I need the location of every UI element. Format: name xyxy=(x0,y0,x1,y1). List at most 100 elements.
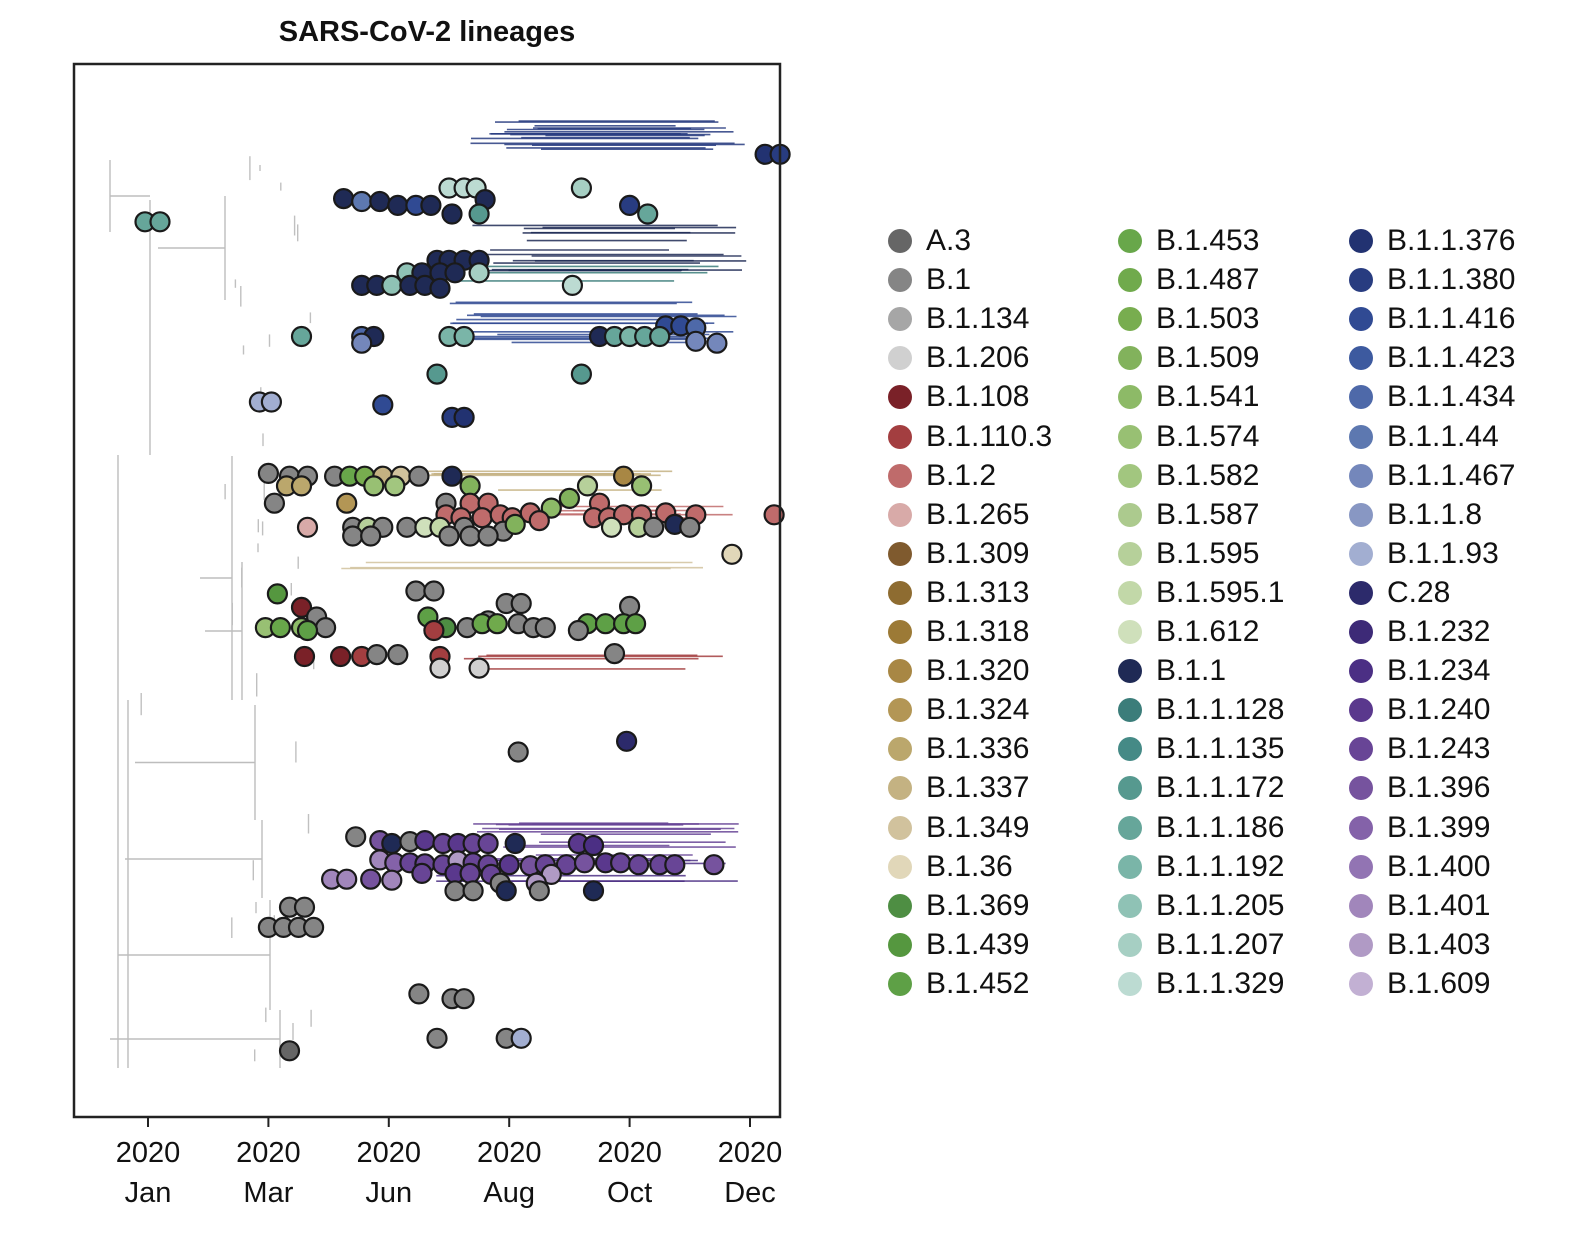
x-tick-label-year: 2020 xyxy=(718,1137,783,1169)
lineage-point xyxy=(411,862,433,885)
lineage-point xyxy=(468,657,490,679)
lineage-point xyxy=(504,513,526,536)
lineage-point xyxy=(290,596,313,619)
lineage-point xyxy=(441,465,463,487)
lineage-point xyxy=(570,177,593,199)
x-tick-label-year: 2020 xyxy=(597,1137,662,1169)
lineage-point xyxy=(567,619,590,642)
lineage-point xyxy=(510,592,532,615)
plot-frame xyxy=(72,62,782,1119)
lineage-point xyxy=(351,190,373,213)
lineage-point xyxy=(471,507,493,529)
lineage-point xyxy=(612,465,635,487)
lineage-point xyxy=(330,645,352,668)
lineage-point xyxy=(685,330,707,352)
lineage-point xyxy=(266,583,288,605)
lineage-point xyxy=(429,277,451,299)
lineage-point xyxy=(582,834,605,857)
lineage-point xyxy=(405,580,427,602)
lineage-point xyxy=(384,475,406,497)
lineage-point xyxy=(293,896,316,918)
lineage-point xyxy=(423,619,445,642)
lineage-point xyxy=(477,832,499,855)
lineage-points xyxy=(134,143,791,1062)
lineage-point xyxy=(303,916,325,939)
lineage-point xyxy=(528,880,550,902)
lineage-point xyxy=(594,613,617,635)
x-tick-label-month: Dec xyxy=(724,1177,776,1209)
lineage-point xyxy=(534,616,556,639)
x-axis: 2020 Jan 2020 Mar 2020 Jun 2020 Aug 2020 Oct 2020 D… xyxy=(116,1117,783,1209)
lineage-point xyxy=(609,852,632,874)
lineage-point xyxy=(664,854,686,876)
tree-branches xyxy=(109,156,315,1068)
lineage-point xyxy=(381,869,403,891)
lineage-point xyxy=(369,190,391,213)
chart-title: SARS-CoV-2 lineages xyxy=(278,16,576,48)
lineage-point xyxy=(278,1040,301,1062)
lineage-point xyxy=(372,394,394,416)
lineage-point xyxy=(462,880,484,902)
lineage-point xyxy=(582,880,605,902)
lineage-point xyxy=(408,465,430,487)
lineage-point xyxy=(703,854,725,876)
lineage-point xyxy=(149,211,171,233)
lineage-point xyxy=(603,642,626,665)
lineage-point xyxy=(643,516,665,538)
x-tick-label-month: Oct xyxy=(607,1177,652,1209)
x-tick-label-month: Aug xyxy=(483,1177,535,1209)
lineage-point xyxy=(615,730,638,752)
lineage-point xyxy=(649,325,671,348)
lineage-point xyxy=(528,509,550,532)
lineage-point xyxy=(414,829,436,852)
lineage-point xyxy=(438,525,460,547)
lineage-point xyxy=(351,332,373,354)
x-tick-label-year: 2020 xyxy=(116,1137,181,1169)
lineage-point xyxy=(345,826,367,848)
lineage-point xyxy=(290,475,313,497)
lineage-point xyxy=(426,1027,448,1049)
lineage-point xyxy=(576,475,599,497)
lineage-point xyxy=(630,475,653,497)
lineage-point xyxy=(453,325,475,348)
lineage-point xyxy=(363,475,385,497)
lineage-point xyxy=(366,643,388,666)
lineage-point xyxy=(429,657,451,679)
lineage-point xyxy=(507,741,529,763)
lineage-point xyxy=(420,194,442,216)
lineage-point xyxy=(257,462,279,484)
lineage-point xyxy=(269,616,291,639)
lineage-point xyxy=(381,832,403,855)
lineage-point xyxy=(426,363,448,385)
lineage-point xyxy=(618,194,641,216)
lineage-point xyxy=(342,525,364,547)
lineage-point xyxy=(570,363,593,385)
lineage-point xyxy=(706,332,728,354)
lineage-point xyxy=(477,525,499,547)
lineage-point xyxy=(387,194,409,216)
x-tick-label-month: Jan xyxy=(125,1177,172,1209)
lineage-point xyxy=(263,492,285,514)
lineage-point xyxy=(387,643,409,666)
x-tick-label-year: 2020 xyxy=(236,1137,301,1169)
x-tick-label-month: Mar xyxy=(243,1177,293,1209)
lineage-point xyxy=(679,516,701,538)
lineage-point xyxy=(498,854,520,876)
lineage-point xyxy=(315,616,337,639)
lineage-point xyxy=(336,492,358,514)
lineage-point xyxy=(573,852,596,874)
x-tick-label-year: 2020 xyxy=(477,1137,542,1169)
lineage-point xyxy=(637,203,659,225)
x-tick-label-year: 2020 xyxy=(357,1137,422,1169)
lineage-point xyxy=(290,325,313,348)
lineage-point xyxy=(624,613,647,635)
lineage-point xyxy=(423,580,445,602)
lineage-point xyxy=(540,497,562,519)
lineage-point xyxy=(408,983,430,1005)
lineage-point xyxy=(296,516,319,538)
lineage-point xyxy=(459,475,481,497)
lineage-point xyxy=(618,595,641,618)
lineage-point xyxy=(444,262,466,284)
lineage-point xyxy=(336,868,358,890)
lineage-point xyxy=(468,203,490,225)
